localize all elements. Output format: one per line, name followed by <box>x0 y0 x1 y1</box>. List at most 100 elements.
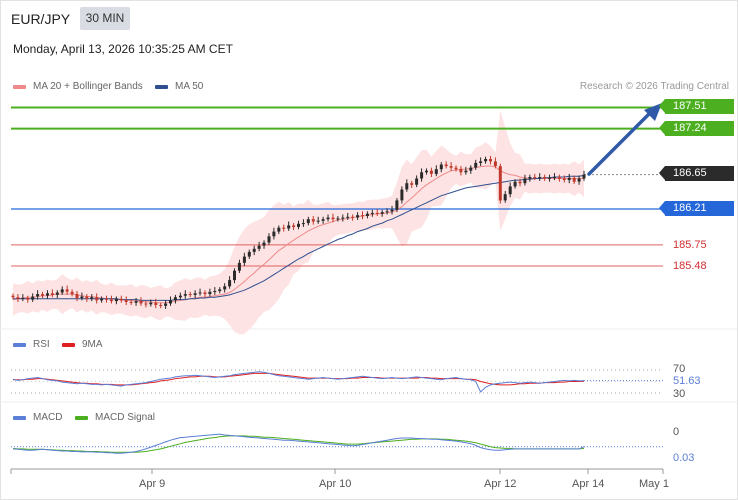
candle-body <box>301 223 305 225</box>
candle-body <box>188 294 192 296</box>
candle-body <box>577 178 581 182</box>
candle-body <box>370 212 374 214</box>
candle-body <box>454 167 458 170</box>
projection-arrow-head <box>644 103 662 121</box>
candle-body <box>164 303 168 306</box>
legend-ma50-label: MA 50 <box>175 81 204 92</box>
x-tick-apr10: Apr 10 <box>319 478 352 490</box>
candle-body <box>444 164 448 167</box>
legend-ma20-label: MA 20 + Bollinger Bands <box>33 81 143 92</box>
candle-body <box>21 298 25 299</box>
candle-body <box>267 236 271 243</box>
candle-body <box>198 292 202 294</box>
candle-body <box>119 298 123 301</box>
current-price-tag: 186.65 <box>659 166 734 181</box>
candle-body <box>351 216 355 218</box>
candle-body <box>449 166 453 168</box>
candle-body <box>459 169 463 173</box>
candle-body <box>562 178 566 181</box>
candle-body <box>321 219 325 221</box>
candle-body <box>55 292 59 295</box>
candle-body <box>336 218 340 220</box>
candle-body <box>356 215 360 218</box>
candle-body <box>11 295 15 298</box>
candle-body <box>538 177 542 178</box>
candle-body <box>543 177 547 179</box>
candle-body <box>114 298 118 302</box>
candle-body <box>331 217 335 220</box>
candle-body <box>80 296 84 299</box>
candle-body <box>134 301 138 303</box>
candle-body <box>385 211 389 213</box>
candle-body <box>173 297 177 301</box>
macd-zero-label: 0 <box>673 426 680 438</box>
legend-macd-signal-label: MACD Signal <box>95 412 156 423</box>
candle-body <box>395 200 399 210</box>
candle-body <box>223 286 227 290</box>
candle-body <box>434 169 438 174</box>
candle-body <box>405 183 409 190</box>
level-tag-186-21: 186.21 <box>659 201 734 216</box>
candle-body <box>410 183 414 185</box>
macd-line <box>12 433 585 454</box>
candle-body <box>26 298 30 300</box>
candle-body <box>36 294 40 297</box>
rsi9-swatch <box>62 342 75 347</box>
candle-body <box>154 302 158 305</box>
rsi-70-label: 70 <box>673 363 686 375</box>
level-tag-187-24: 187.24 <box>659 121 734 136</box>
candle-body <box>513 181 517 187</box>
candle-body <box>361 215 364 217</box>
legend-rsi9-label: 9MA <box>82 339 103 350</box>
candle-body <box>70 291 74 295</box>
level-label-185-75: 185.75 <box>673 239 707 251</box>
candle-body <box>474 162 478 168</box>
candle-body <box>213 291 217 292</box>
macd-swatch <box>13 415 26 420</box>
timeframe-badge[interactable]: 30 MIN <box>80 7 130 30</box>
candle-body <box>311 219 315 222</box>
legend-ma50: MA 50 <box>155 81 203 92</box>
candle-body <box>237 262 241 271</box>
candle-body <box>493 161 497 167</box>
candle-body <box>346 216 350 218</box>
candle-body <box>326 217 330 220</box>
level-label-185-48: 185.48 <box>673 260 707 272</box>
candle-body <box>489 159 492 162</box>
legend-ma20: MA 20 + Bollinger Bands <box>13 81 143 92</box>
candle-body <box>484 159 488 162</box>
legend-rsi-label: RSI <box>33 339 50 350</box>
macd-current-label: 0.03 <box>673 452 695 464</box>
rsi-line <box>12 371 585 393</box>
datetime-label: Monday, April 13, 2026 10:35:25 AM CET <box>13 42 233 56</box>
x-tick-apr9: Apr 9 <box>139 478 166 490</box>
candle-body <box>548 177 551 179</box>
candle-body <box>65 289 69 292</box>
candle-body <box>582 174 586 179</box>
candle-body <box>277 227 281 232</box>
candle-body <box>429 170 433 174</box>
candle-body <box>105 298 108 300</box>
ma50-line <box>13 174 585 301</box>
rsi-current-label: 51.63 <box>673 375 701 387</box>
candle-body <box>247 251 251 257</box>
candle-body <box>390 209 394 212</box>
candle-body <box>533 177 537 178</box>
candle-body <box>129 301 133 303</box>
candle-body <box>109 299 113 302</box>
candle-body <box>508 186 512 195</box>
candle-body <box>282 227 286 229</box>
macd-signal-line <box>12 435 585 453</box>
candle-body <box>178 295 182 298</box>
candle-body <box>41 294 44 296</box>
rsi-swatch <box>13 342 26 347</box>
candle-body <box>252 248 256 252</box>
x-tick-apr12: Apr 12 <box>484 478 517 490</box>
candle-body <box>169 300 172 304</box>
candle-body <box>528 177 532 179</box>
candle-body <box>144 303 148 305</box>
candle-body <box>567 177 571 181</box>
candle-body <box>316 220 320 222</box>
candle-body <box>100 298 104 301</box>
projection-arrow <box>587 111 652 176</box>
